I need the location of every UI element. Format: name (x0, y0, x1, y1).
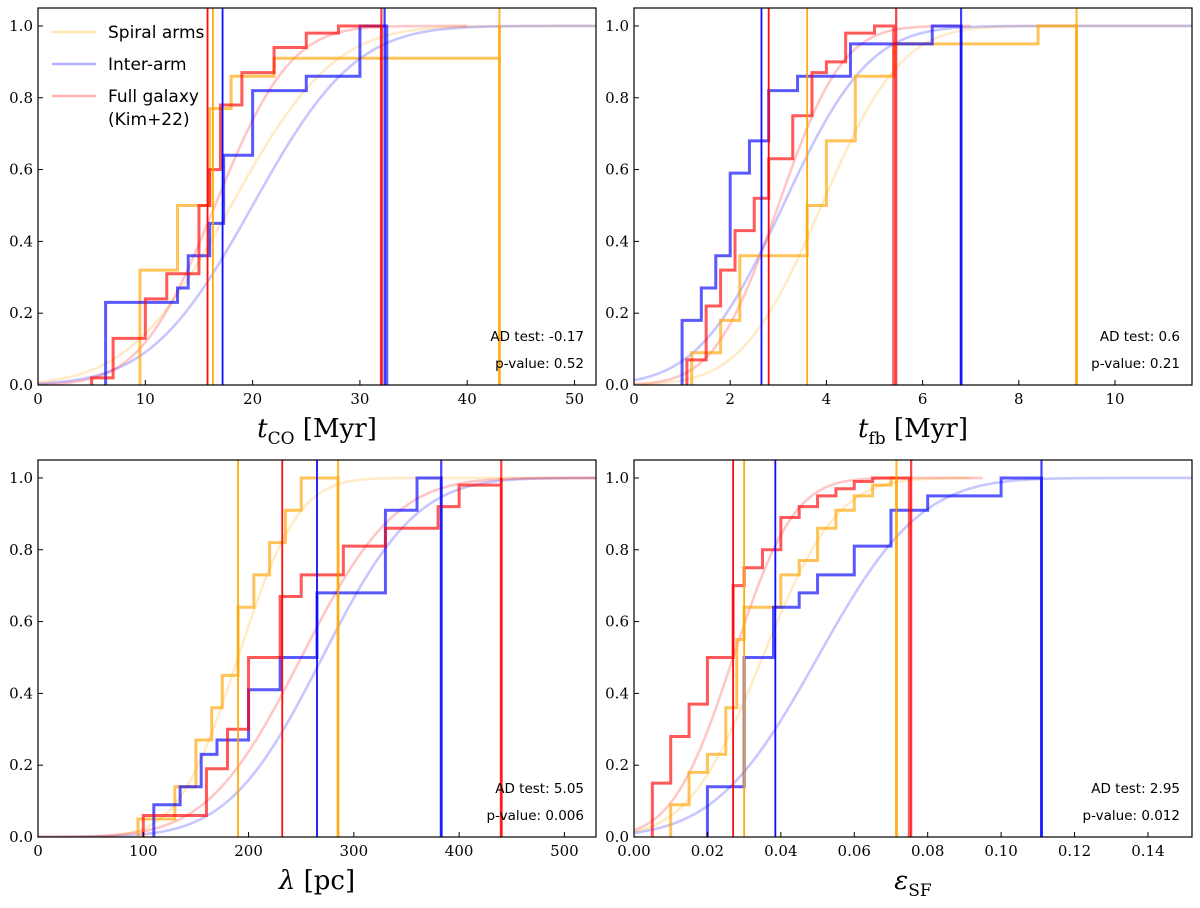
cdf-curve-1 (38, 24, 596, 385)
y-tick-label: 0.6 (605, 161, 629, 179)
x-tick-label: 0 (33, 390, 43, 408)
y-tick-label: 0.2 (605, 304, 629, 322)
x-axis-label: tCO [Myr] (257, 414, 377, 449)
x-tick-label: 0.06 (838, 842, 871, 860)
x-tick-label: 6 (918, 390, 928, 408)
panel-t-fb: 0 2 4 6 8 10 0.0 0.2 0.4 0.6 0.8 1.0 tfb [Myr] AD tes… (605, 7, 1193, 449)
x-tick-label: 40 (458, 390, 477, 408)
y-tick-label: 1.0 (9, 17, 33, 35)
axes-frame (633, 459, 1193, 838)
p-value-annotation: p-value: 0.21 (1091, 356, 1180, 372)
x-tick-label: 20 (243, 390, 262, 408)
x-tick-label: 0.02 (691, 842, 724, 860)
step-cdf-0 (669, 476, 898, 837)
cdf-curve-1 (634, 24, 1192, 382)
x-tick-label: 10 (1105, 390, 1124, 408)
ad-test-annotation: AD test: 5.05 (495, 781, 584, 797)
y-tick-label: 0.0 (9, 376, 33, 394)
y-tick-label: 0.0 (605, 376, 629, 394)
x-tick-label: 300 (340, 842, 369, 860)
step-cdf-2 (685, 24, 896, 385)
cdf-curve-2 (634, 476, 983, 832)
step-cdf-2 (141, 477, 503, 837)
p-value-annotation: p-value: 0.012 (1083, 808, 1180, 824)
step-cdf-1 (104, 24, 389, 385)
step-cdf-1 (705, 476, 1043, 837)
x-tick-label: 0.14 (1131, 842, 1164, 860)
x-tick-label: 500 (550, 842, 579, 860)
y-tick-label: 0.4 (9, 232, 33, 250)
panel-t-co: 0 10 20 30 40 50 0.0 0.2 0.4 0.6 0.8 1.0 tCO [Myr] AD… (9, 7, 597, 449)
y-tick-label: 0.2 (605, 756, 629, 774)
axes-frame (633, 7, 1193, 386)
ad-test-annotation: AD test: -0.17 (490, 329, 584, 345)
axes-frame (37, 7, 597, 386)
x-tick-label: 10 (136, 390, 155, 408)
y-tick-label: 1.0 (9, 469, 33, 487)
cdf-curve-1 (634, 476, 1192, 835)
cdf-curve-0 (634, 24, 1192, 385)
panel-epsilon-sf: 0.00 0.02 0.04 0.06 0.08 0.10 0.12 0.14 0.0 0.2 0.… (605, 459, 1193, 901)
x-axis-label: tfb [Myr] (858, 414, 968, 449)
legend-label-1: Inter-arm (108, 55, 187, 75)
step-cdf-0 (690, 24, 1079, 385)
p-value-annotation: p-value: 0.52 (495, 356, 584, 372)
x-tick-label: 0.10 (984, 842, 1017, 860)
y-tick-label: 0.4 (605, 684, 629, 702)
x-tick-label: 30 (350, 390, 369, 408)
step-cdf-1 (152, 476, 443, 837)
y-tick-label: 0.4 (605, 232, 629, 250)
axes-frame (37, 459, 597, 838)
y-tick-label: 0.8 (605, 89, 629, 107)
x-tick-label: 0.12 (1058, 842, 1091, 860)
x-tick-label: 200 (234, 842, 263, 860)
x-tick-label: 100 (129, 842, 158, 860)
y-tick-label: 0.8 (9, 89, 33, 107)
y-tick-label: 0.4 (9, 684, 33, 702)
step-cdf-0 (138, 25, 501, 385)
step-cdf-2 (650, 476, 911, 837)
y-tick-label: 0.6 (9, 613, 33, 631)
x-axis-label: λ [pc] (278, 866, 355, 896)
ad-test-annotation: AD test: 2.95 (1091, 781, 1180, 797)
ad-test-annotation: AD test: 0.6 (1100, 329, 1180, 345)
x-tick-label: 4 (822, 390, 832, 408)
p-value-annotation: p-value: 0.006 (487, 808, 584, 824)
y-tick-label: 1.0 (605, 17, 629, 35)
legend-label-0: Spiral arms (108, 23, 205, 43)
legend-label-2: Full galaxy (108, 87, 199, 107)
y-tick-label: 0.0 (605, 828, 629, 846)
x-tick-label: 0 (629, 390, 639, 408)
x-tick-label: 0.00 (617, 842, 650, 860)
x-tick-label: 50 (565, 390, 584, 408)
x-tick-label: 0.08 (911, 842, 944, 860)
x-axis-label: εSF (894, 866, 932, 901)
legend-label-2-line2: (Kim+22) (108, 110, 190, 130)
x-tick-label: 2 (725, 390, 735, 408)
x-tick-label: 400 (445, 842, 474, 860)
y-tick-label: 0.0 (9, 828, 33, 846)
y-tick-label: 0.8 (605, 541, 629, 559)
y-tick-label: 0.2 (9, 756, 33, 774)
panel-lambda: 0 100 200 300 400 500 0.0 0.2 0.4 0.6 0.8 1.0 λ [pc]… (9, 459, 597, 896)
x-tick-label: 0 (33, 842, 43, 860)
y-tick-label: 0.2 (9, 304, 33, 322)
y-tick-label: 1.0 (605, 469, 629, 487)
legend: Spiral arms Inter-arm Full galaxy (Kim+22) (52, 23, 205, 130)
y-tick-label: 0.8 (9, 541, 33, 559)
step-cdf-2 (90, 24, 383, 385)
x-tick-label: 0.04 (764, 842, 797, 860)
cdf-curve-2 (634, 24, 971, 385)
x-tick-label: 8 (1014, 390, 1024, 408)
y-tick-label: 0.6 (9, 161, 33, 179)
y-tick-label: 0.6 (605, 613, 629, 631)
